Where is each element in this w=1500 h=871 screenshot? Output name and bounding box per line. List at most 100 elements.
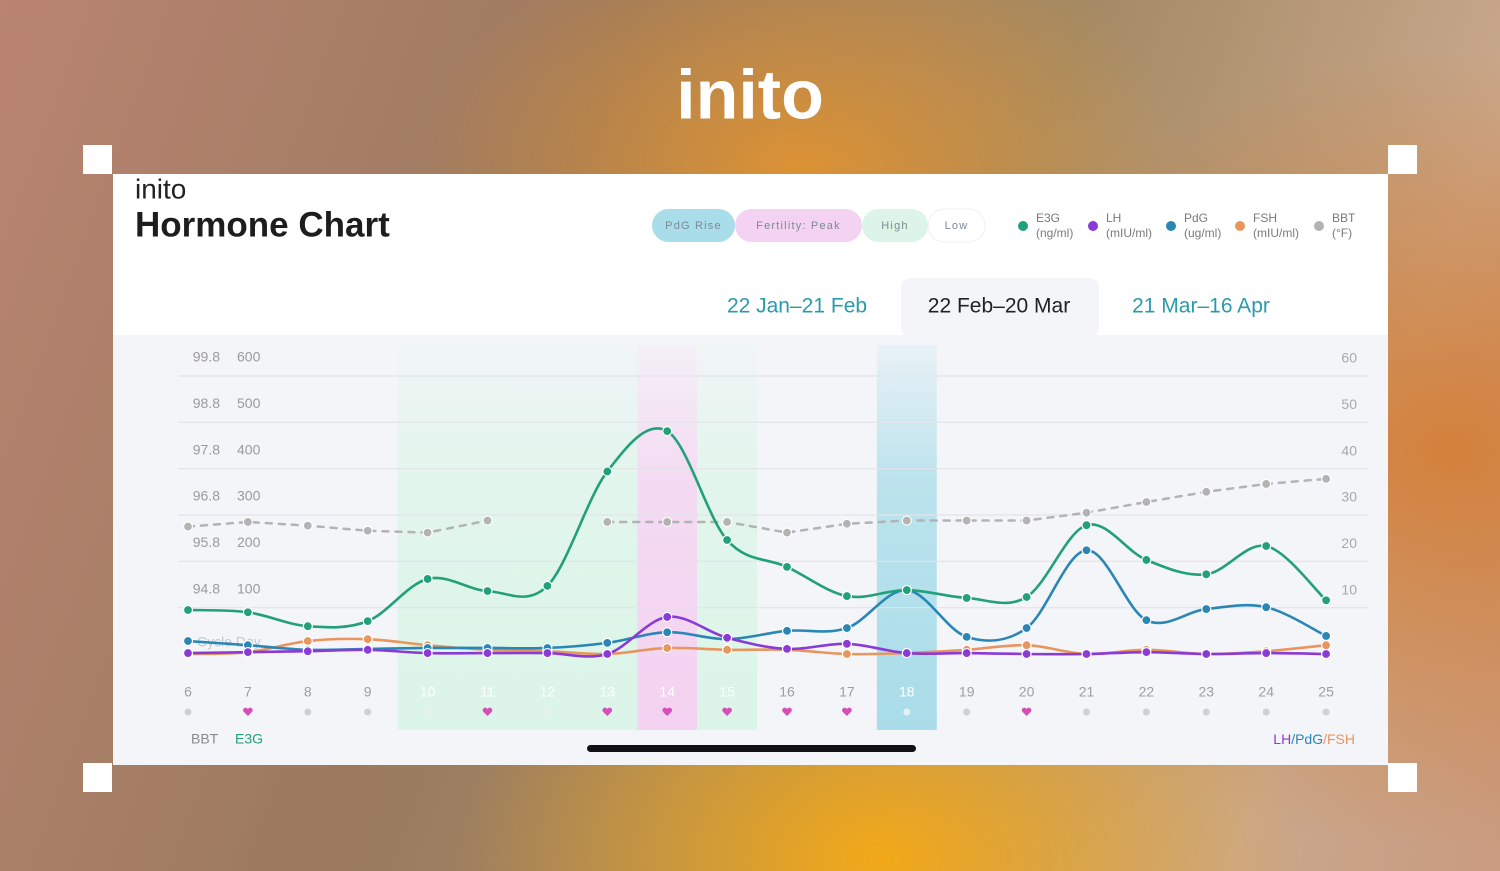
hormone-tick-label: 60 bbox=[1341, 350, 1357, 366]
heart-marker bbox=[782, 707, 792, 716]
data-point bbox=[901, 584, 912, 596]
day-label: 20 bbox=[1019, 684, 1035, 700]
day-label: 13 bbox=[600, 684, 616, 700]
data-point bbox=[542, 580, 553, 591]
home-indicator bbox=[587, 745, 916, 752]
legend-unit: (mIU/ml) bbox=[1253, 226, 1299, 240]
day-label: 11 bbox=[480, 684, 495, 700]
data-point bbox=[602, 648, 613, 660]
day-label: 15 bbox=[719, 684, 735, 700]
data-point bbox=[721, 516, 733, 528]
data-point bbox=[482, 515, 493, 526]
data-point bbox=[602, 637, 613, 648]
series-line bbox=[186, 615, 1328, 658]
e3g-tick-label: 300 bbox=[237, 488, 261, 504]
data-point bbox=[781, 527, 793, 538]
data-point bbox=[961, 631, 972, 642]
crop-handle[interactable] bbox=[83, 763, 112, 792]
hormone-tick-label: 40 bbox=[1341, 442, 1357, 458]
data-point bbox=[781, 625, 793, 636]
data-point bbox=[841, 638, 853, 649]
day-label: 10 bbox=[420, 684, 436, 700]
hormone-axis-label-part: /FSH bbox=[1323, 731, 1355, 747]
data-point bbox=[1141, 615, 1152, 626]
data-point bbox=[362, 616, 373, 627]
data-point bbox=[302, 635, 313, 647]
day-label: 9 bbox=[364, 684, 372, 700]
data-point bbox=[1320, 648, 1332, 660]
heart-marker bbox=[842, 707, 852, 716]
app-logo: inito bbox=[676, 55, 824, 133]
legend-dot bbox=[1314, 221, 1324, 231]
data-point bbox=[721, 644, 733, 655]
data-point bbox=[1081, 648, 1092, 660]
data-point bbox=[1320, 630, 1332, 642]
phase-pill-label: Low bbox=[945, 220, 969, 232]
data-point bbox=[1261, 602, 1272, 613]
data-point bbox=[841, 648, 853, 660]
heart-marker bbox=[482, 707, 493, 716]
crop-handle[interactable] bbox=[1388, 763, 1417, 792]
legend-name: FSH bbox=[1253, 211, 1277, 225]
phase-pill-label: PdG Rise bbox=[665, 220, 722, 232]
data-point bbox=[662, 516, 673, 528]
day-label: 16 bbox=[779, 684, 795, 700]
data-point bbox=[662, 426, 673, 437]
data-point bbox=[662, 611, 673, 623]
data-point bbox=[542, 647, 553, 659]
tab[interactable]: 22 Feb–20 Mar bbox=[928, 295, 1070, 318]
data-point bbox=[662, 627, 673, 638]
bbt-tick-label: 98.8 bbox=[193, 395, 220, 411]
data-point bbox=[1201, 648, 1212, 660]
hormone-axis-label: LH/PdG/FSH bbox=[1273, 731, 1355, 747]
legend-dot bbox=[1018, 221, 1028, 231]
phase-pill bbox=[652, 209, 735, 242]
data-point bbox=[302, 646, 313, 657]
data-point bbox=[1021, 648, 1032, 660]
heart-marker bbox=[243, 707, 253, 716]
phase-pill-label: High bbox=[881, 220, 908, 232]
data-point bbox=[422, 647, 433, 659]
legend-name: PdG bbox=[1184, 211, 1208, 225]
phase-band bbox=[517, 345, 578, 730]
data-point bbox=[841, 518, 853, 529]
data-point bbox=[242, 516, 253, 528]
data-point bbox=[1021, 515, 1032, 526]
e3g-tick-label: 400 bbox=[237, 441, 261, 457]
bbt-tick-label: 99.8 bbox=[193, 349, 220, 365]
dot-marker bbox=[364, 708, 372, 716]
legend-dot bbox=[1166, 221, 1176, 231]
data-point bbox=[422, 573, 433, 585]
data-point bbox=[1021, 640, 1032, 651]
data-point bbox=[781, 643, 793, 655]
crop-handle[interactable] bbox=[83, 145, 112, 174]
tab[interactable]: 22 Jan–21 Feb bbox=[727, 295, 867, 318]
legend-name: BBT bbox=[1332, 211, 1356, 225]
data-point bbox=[961, 515, 972, 526]
data-point bbox=[302, 621, 313, 632]
tab[interactable]: 21 Mar–16 Apr bbox=[1132, 295, 1270, 318]
phase-band bbox=[637, 345, 698, 730]
data-point bbox=[721, 534, 733, 546]
legend-unit: (ug/ml) bbox=[1184, 226, 1221, 240]
day-label: 6 bbox=[184, 684, 192, 700]
data-point bbox=[1320, 595, 1332, 606]
dot-marker bbox=[184, 708, 192, 716]
brand: inito bbox=[135, 173, 186, 204]
data-point bbox=[1021, 591, 1032, 603]
bbt-axis-label: BBT bbox=[191, 731, 219, 747]
e3g-tick-label: 200 bbox=[237, 534, 261, 550]
data-point bbox=[961, 647, 972, 659]
tab-active-bg bbox=[901, 278, 1099, 338]
heart-marker bbox=[1021, 707, 1032, 716]
hormone-tick-label: 30 bbox=[1341, 489, 1357, 505]
crop-handle[interactable] bbox=[1388, 145, 1417, 174]
hormone-tick-label: 10 bbox=[1341, 581, 1357, 597]
e3g-axis-label: E3G bbox=[235, 731, 263, 747]
dot-marker bbox=[1083, 708, 1090, 716]
data-point bbox=[182, 647, 194, 659]
dot-marker bbox=[543, 708, 551, 716]
hormone-tick-label: 20 bbox=[1341, 535, 1357, 551]
data-point bbox=[422, 527, 433, 538]
